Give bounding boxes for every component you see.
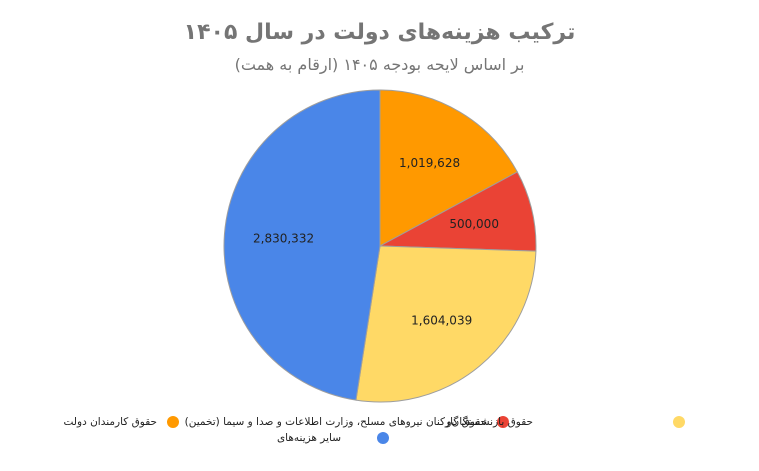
pie-slice[interactable] <box>223 89 381 401</box>
legend-item-other-expenses[interactable]: سایر هزینه‌های <box>277 432 389 444</box>
legend-dot-red-icon <box>497 416 509 428</box>
slice-value-label: 1,019,628 <box>399 156 460 170</box>
chart-subtitle: بر اساس لایحه بودجه ۱۴۰۵ (ارقام به همت) <box>234 55 525 74</box>
pie-slice[interactable] <box>379 89 518 247</box>
legend-label: سایر هزینه‌های <box>276 432 341 444</box>
slice-value-label: 1,604,039 <box>411 313 472 327</box>
slice-value-label: 500,000 <box>449 217 499 231</box>
legend-item-government-employees[interactable]: حقوق کارمندان دولت <box>63 416 179 428</box>
legend-item-retirees[interactable]: حقوق بازنشستگان‌و <box>446 416 685 428</box>
chart-title: ترکیب هزینه‌های دولت در سال ۱۴۰۵ <box>183 20 576 45</box>
legend-dot-yellow-icon <box>673 416 685 428</box>
slice-value-label: 2,830,332 <box>253 232 314 246</box>
legend-label: حقوق بازنشستگان‌و <box>446 416 533 428</box>
legend-label: حقوق گارکنان نیروهای مسلح، وزارت اطلاعات… <box>184 416 487 428</box>
pie-slice[interactable] <box>355 245 537 403</box>
legend-dot-blue-icon <box>377 432 389 444</box>
legend-dot-orange-icon <box>167 416 179 428</box>
legend-label: حقوق کارمندان دولت <box>63 416 157 428</box>
legend-item-armed-forces[interactable]: حقوق گارکنان نیروهای مسلح، وزارت اطلاعات… <box>185 416 509 428</box>
